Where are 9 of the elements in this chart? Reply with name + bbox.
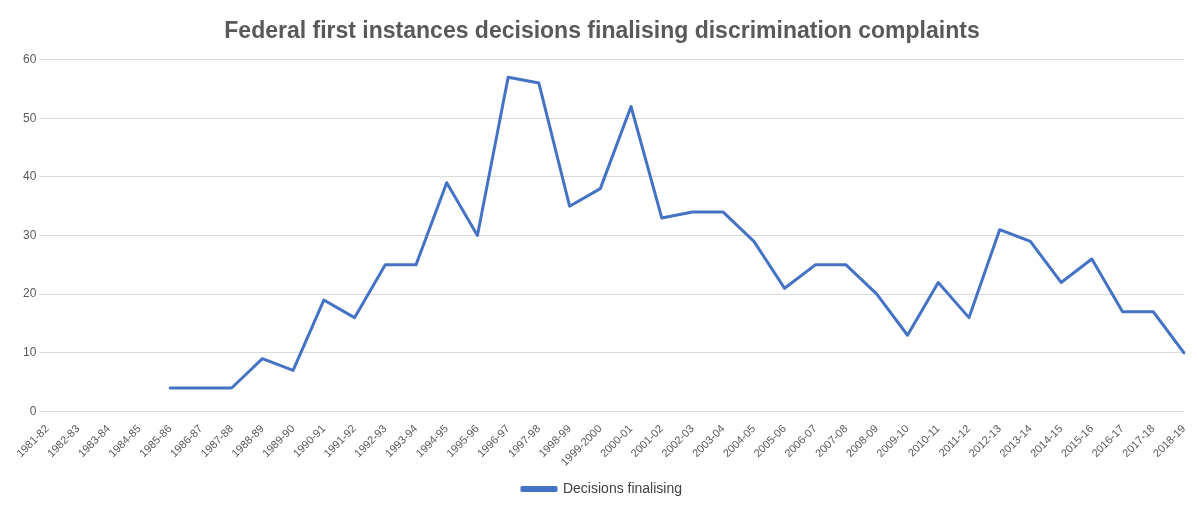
chart-title: Federal first instances decisions finalising discrimination complaints bbox=[224, 17, 980, 44]
y-tick-label: 30 bbox=[22, 227, 37, 242]
y-tick-label: 50 bbox=[22, 110, 37, 125]
y-tick-label: 40 bbox=[22, 169, 37, 184]
legend-label: Decisions finalising bbox=[562, 479, 683, 496]
y-tick-label: 60 bbox=[22, 51, 37, 66]
y-tick-label: 10 bbox=[22, 345, 37, 360]
y-tick-label: 20 bbox=[22, 286, 37, 301]
y-tick-label: 0 bbox=[29, 403, 37, 418]
